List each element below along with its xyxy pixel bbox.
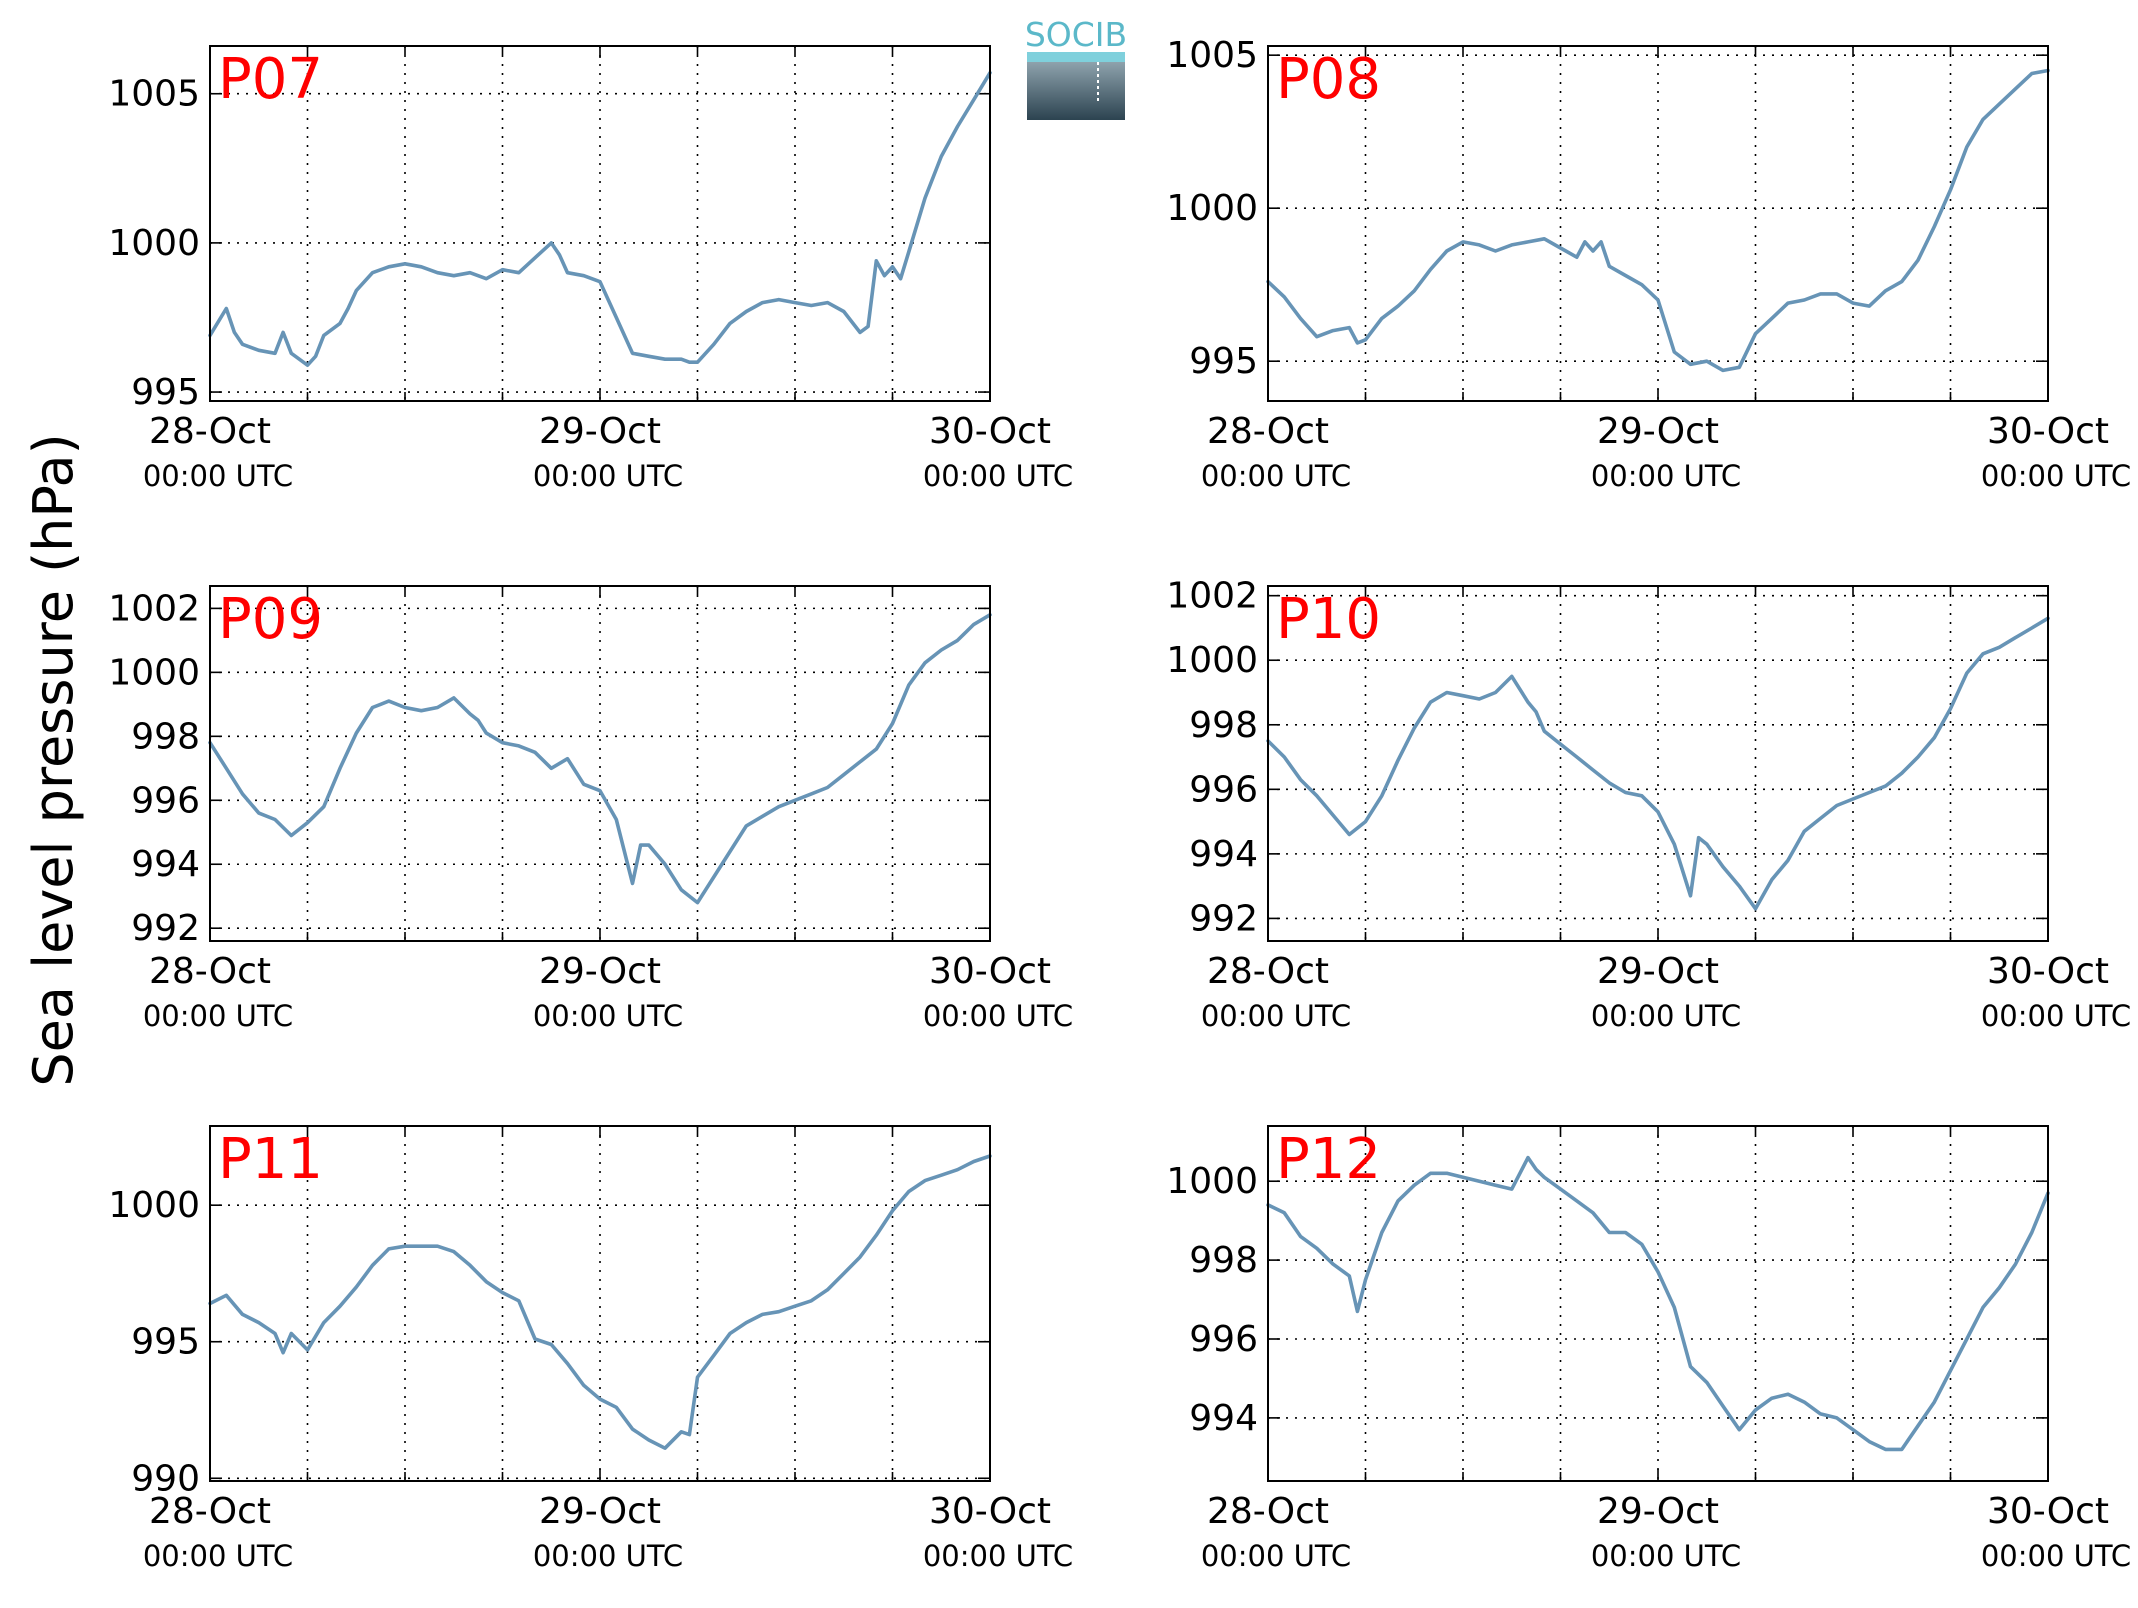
x-tick-sublabel: 00:00 UTC [1591, 1539, 1741, 1573]
x-tick-sublabel: 00:00 UTC [923, 999, 1073, 1033]
y-tick-label: 1005 [1166, 35, 1258, 76]
axes-frame [1267, 585, 2049, 942]
x-tick-sublabel: 00:00 UTC [1201, 999, 1351, 1033]
y-tick-label: 1000 [1166, 188, 1258, 229]
panel-label: P11 [218, 1127, 323, 1192]
y-tick-label: 995 [1189, 341, 1258, 382]
y-tick-label: 1000 [1166, 640, 1258, 681]
y-tick-label: 994 [1189, 1398, 1258, 1439]
y-tick-label: 996 [131, 780, 200, 821]
plot-area [210, 46, 990, 401]
x-tick-label: 29-Oct [1597, 1491, 1719, 1532]
plot-area [210, 586, 990, 941]
panel-p09: 992 994 996 998 1000 1002 P09 28-Oct 00:00 UTC 29… [108, 585, 1073, 1033]
y-tick-label: 1000 [108, 1185, 200, 1226]
logo-wave [1027, 52, 1125, 62]
panel-p08: 995 1000 1005 P08 28-Oct 00:00 UTC 29-Oct 00:00… [1166, 35, 2131, 493]
y-tick-label: 998 [1189, 705, 1258, 746]
y-tick-label: 990 [131, 1458, 200, 1499]
pressure-series-line [1266, 68, 2050, 373]
x-tick-label: 28-Oct [149, 1491, 271, 1532]
y-tick-label: 994 [131, 844, 200, 885]
axes-frame [1267, 45, 2049, 402]
y-tick-label: 994 [1189, 834, 1258, 875]
x-tick-label: 30-Oct [929, 1491, 1051, 1532]
panel-label: P12 [1276, 1127, 1381, 1192]
x-tick-sublabel: 00:00 UTC [533, 459, 683, 493]
y-tick-label: 995 [131, 372, 200, 413]
axes-frame [209, 585, 991, 942]
x-tick-label: 29-Oct [539, 951, 661, 992]
plot-area [210, 1126, 990, 1481]
x-tick-sublabel: 00:00 UTC [143, 459, 293, 493]
x-tick-sublabel: 00:00 UTC [1201, 1539, 1351, 1573]
axes-frame [1267, 1125, 2049, 1482]
pressure-series-line [208, 71, 992, 368]
x-tick-label: 29-Oct [539, 411, 661, 452]
y-tick-label: 1000 [1166, 1161, 1258, 1202]
y-tick-label: 1002 [108, 588, 200, 629]
pressure-series-line [1266, 1155, 2050, 1452]
y-tick-label: 1002 [1166, 576, 1258, 617]
x-tick-sublabel: 00:00 UTC [1201, 459, 1351, 493]
x-tick-label: 28-Oct [1207, 1491, 1329, 1532]
plot-area [1268, 46, 2048, 401]
x-tick-sublabel: 00:00 UTC [1591, 999, 1741, 1033]
x-tick-label: 30-Oct [1987, 1491, 2109, 1532]
panel-label: P10 [1276, 587, 1381, 652]
panel-p12: 994 996 998 1000 P12 28-Oct 00:00 UTC 29-Oct 00:… [1166, 1125, 2131, 1573]
x-tick-label: 28-Oct [149, 411, 271, 452]
x-tick-sublabel: 00:00 UTC [143, 1539, 293, 1573]
panel-p11: 990 995 1000 P11 28-Oct 00:00 UTC 29-Oct 00:00 … [108, 1125, 1073, 1573]
y-tick-label: 992 [1189, 898, 1258, 939]
y-tick-label: 1000 [108, 652, 200, 693]
socib-logo: SOCIB [1025, 15, 1127, 120]
x-tick-sublabel: 00:00 UTC [1981, 1539, 2131, 1573]
x-tick-label: 28-Oct [1207, 951, 1329, 992]
x-tick-sublabel: 00:00 UTC [533, 1539, 683, 1573]
x-tick-sublabel: 00:00 UTC [143, 999, 293, 1033]
x-tick-label: 29-Oct [1597, 411, 1719, 452]
panel-label: P08 [1276, 47, 1381, 112]
y-tick-label: 1000 [108, 223, 200, 264]
x-tick-sublabel: 00:00 UTC [923, 459, 1073, 493]
logo-text: SOCIB [1025, 15, 1127, 54]
x-tick-sublabel: 00:00 UTC [923, 1539, 1073, 1573]
x-tick-sublabel: 00:00 UTC [1981, 459, 2131, 493]
x-tick-sublabel: 00:00 UTC [1981, 999, 2131, 1033]
y-tick-label: 996 [1189, 1319, 1258, 1360]
x-tick-label: 28-Oct [149, 951, 271, 992]
pressure-series-line [1266, 616, 2050, 911]
x-tick-label: 30-Oct [929, 951, 1051, 992]
axes-frame [209, 1125, 991, 1482]
y-tick-label: 1005 [108, 74, 200, 115]
x-tick-sublabel: 00:00 UTC [1591, 459, 1741, 493]
panel-label: P07 [218, 47, 323, 112]
plot-area [1268, 1126, 2048, 1481]
y-axis-label: Sea level pressure (hPa) [22, 433, 85, 1086]
x-tick-label: 30-Oct [1987, 951, 2109, 992]
y-tick-label: 996 [1189, 769, 1258, 810]
logo-block [1027, 52, 1125, 120]
x-tick-label: 30-Oct [929, 411, 1051, 452]
pressure-series-line [208, 612, 992, 905]
x-tick-label: 28-Oct [1207, 411, 1329, 452]
panel-p07: 995 1000 1005 P07 28-Oct 00:00 UTC 29-Oct 00:00… [108, 45, 1073, 493]
panel-label: P09 [218, 587, 323, 652]
x-tick-label: 29-Oct [1597, 951, 1719, 992]
y-tick-label: 992 [131, 908, 200, 949]
plot-area [1268, 586, 2048, 941]
x-tick-label: 30-Oct [1987, 411, 2109, 452]
panel-p10: 992 994 996 998 1000 1002 P10 28-Oct 00:00 UTC 29… [1166, 576, 2131, 1033]
x-tick-sublabel: 00:00 UTC [533, 999, 683, 1033]
pressure-series-line [208, 1154, 992, 1450]
x-tick-label: 29-Oct [539, 1491, 661, 1532]
y-tick-label: 995 [131, 1322, 200, 1363]
y-tick-label: 998 [1189, 1240, 1258, 1281]
axes-frame [209, 45, 991, 402]
y-tick-label: 998 [131, 716, 200, 757]
